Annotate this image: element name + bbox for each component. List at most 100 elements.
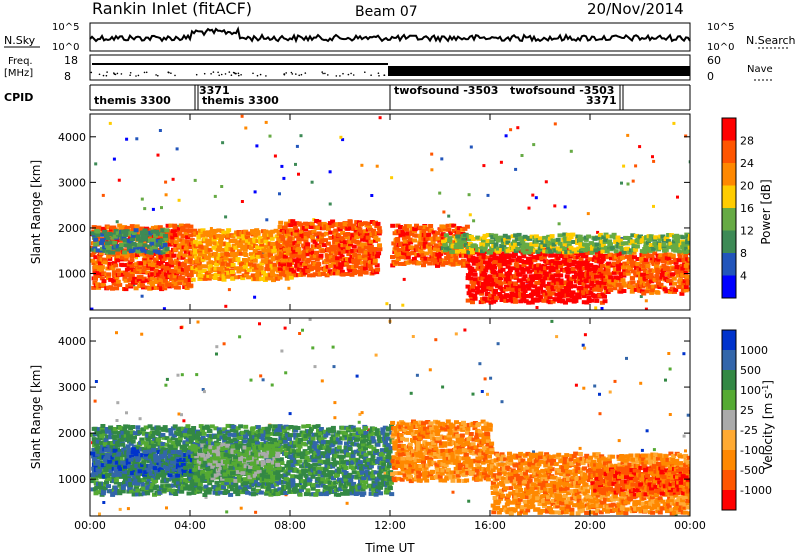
- range-gate-cell: [456, 226, 462, 231]
- range-gate-cell: [94, 380, 98, 383]
- range-gate-cell: [335, 271, 341, 276]
- range-gate-cell: [135, 234, 141, 239]
- range-gate-cell: [512, 296, 518, 300]
- range-gate-cell: [290, 433, 296, 438]
- range-gate-cell: [144, 444, 150, 449]
- range-gate-cell: [657, 285, 663, 289]
- range-gate-cell: [258, 268, 264, 273]
- range-gate-cell: [540, 289, 546, 294]
- range-gate-cell: [306, 257, 312, 262]
- range-gate-cell: [303, 261, 309, 266]
- range-gate-cell: [278, 262, 284, 267]
- range-gate-cell: [631, 260, 637, 265]
- range-gate-cell: [131, 444, 137, 449]
- range-gate-cell: [345, 249, 351, 254]
- range-gate-cell: [160, 228, 166, 233]
- range-gate-cell: [588, 290, 594, 295]
- range-gate-cell: [193, 270, 199, 274]
- range-gate-cell: [100, 424, 106, 428]
- nsky-tick-top: 10^5: [52, 22, 79, 33]
- range-gate-cell: [582, 386, 586, 390]
- range-gate-cell: [406, 251, 412, 256]
- range-gate-cell: [532, 258, 538, 263]
- range-gate-cell: [132, 247, 138, 252]
- range-gate-cell: [528, 280, 534, 285]
- range-gate-cell: [232, 437, 238, 442]
- range-gate-cell: [363, 270, 369, 275]
- range-gate-cell: [555, 277, 561, 282]
- range-gate-cell: [414, 244, 420, 249]
- range-gate-cell: [118, 448, 124, 453]
- range-gate-cell: [522, 274, 528, 279]
- range-gate-cell: [529, 245, 534, 250]
- range-gate-cell: [465, 263, 471, 268]
- range-gate-cell: [506, 253, 512, 258]
- range-gate-cell: [101, 226, 107, 231]
- range-gate-cell: [99, 440, 104, 445]
- range-gate-cell: [95, 232, 101, 237]
- nsearch-tick-bottom: 10^0: [707, 42, 734, 53]
- range-gate-cell: [372, 261, 378, 266]
- range-gate-cell: [314, 250, 319, 255]
- range-gate-cell: [198, 486, 204, 491]
- range-gate-cell: [112, 261, 118, 266]
- range-gate-cell: [223, 256, 229, 261]
- range-gate-cell: [394, 250, 399, 255]
- range-gate-cell: [483, 377, 487, 381]
- range-gate-cell: [334, 240, 340, 245]
- range-gate-cell: [515, 294, 521, 298]
- range-gate-cell: [347, 220, 353, 224]
- range-gate-cell: [580, 247, 586, 252]
- range-gate-cell: [688, 287, 690, 292]
- range-gate-cell: [193, 264, 199, 269]
- range-gate-cell: [159, 444, 165, 449]
- range-gate-cell: [492, 265, 498, 270]
- range-gate-cell: [151, 430, 157, 435]
- cpid-seg-2: 3371: [199, 84, 230, 97]
- range-gate-cell: [552, 278, 558, 283]
- range-gate-cell: [117, 430, 122, 435]
- range-gate-cell: [316, 231, 322, 236]
- range-gate-cell: [150, 282, 155, 287]
- range-gate-cell: [136, 226, 142, 231]
- range-gate-cell: [571, 277, 576, 281]
- range-gate-cell: [675, 238, 681, 243]
- range-gate-cell: [94, 162, 98, 166]
- range-gate-cell: [101, 489, 106, 494]
- range-gate-cell: [672, 121, 676, 125]
- range-gate-cell: [433, 243, 439, 248]
- range-gate-cell: [159, 238, 165, 243]
- range-gate-cell: [453, 253, 459, 257]
- range-gate-cell: [97, 481, 103, 486]
- range-gate-cell: [664, 272, 670, 276]
- range-gate-cell: [663, 247, 669, 252]
- range-gate-cell: [252, 239, 258, 244]
- freq-unit: [MHz]: [4, 68, 33, 79]
- range-gate-cell: [270, 244, 276, 249]
- nave-point: [224, 73, 227, 75]
- range-gate-cell: [138, 440, 144, 445]
- range-gate-cell: [532, 284, 538, 289]
- range-gate-cell: [418, 248, 424, 253]
- range-gate-cell: [611, 270, 617, 275]
- range-gate-cell: [212, 228, 218, 233]
- range-gate-cell: [601, 269, 607, 274]
- range-gate-cell: [123, 243, 129, 248]
- range-gate-cell: [323, 231, 329, 236]
- range-gate-cell: [165, 223, 171, 228]
- range-gate-cell: [684, 260, 690, 265]
- range-gate-cell: [217, 252, 223, 257]
- range-gate-cell: [155, 475, 161, 480]
- range-gate-cell: [645, 282, 651, 287]
- range-gate-cell: [95, 282, 101, 287]
- range-gate-cell: [363, 262, 369, 267]
- range-gate-cell: [180, 373, 184, 377]
- range-gate-cell: [428, 368, 432, 372]
- range-gate-cell: [638, 234, 643, 239]
- range-gate-cell: [140, 440, 146, 445]
- range-gate-cell: [244, 258, 250, 263]
- range-gate-cell: [452, 249, 457, 254]
- range-gate-cell: [236, 232, 242, 237]
- nsky-label: N.Sky: [4, 34, 36, 47]
- range-gate-cell: [107, 256, 113, 261]
